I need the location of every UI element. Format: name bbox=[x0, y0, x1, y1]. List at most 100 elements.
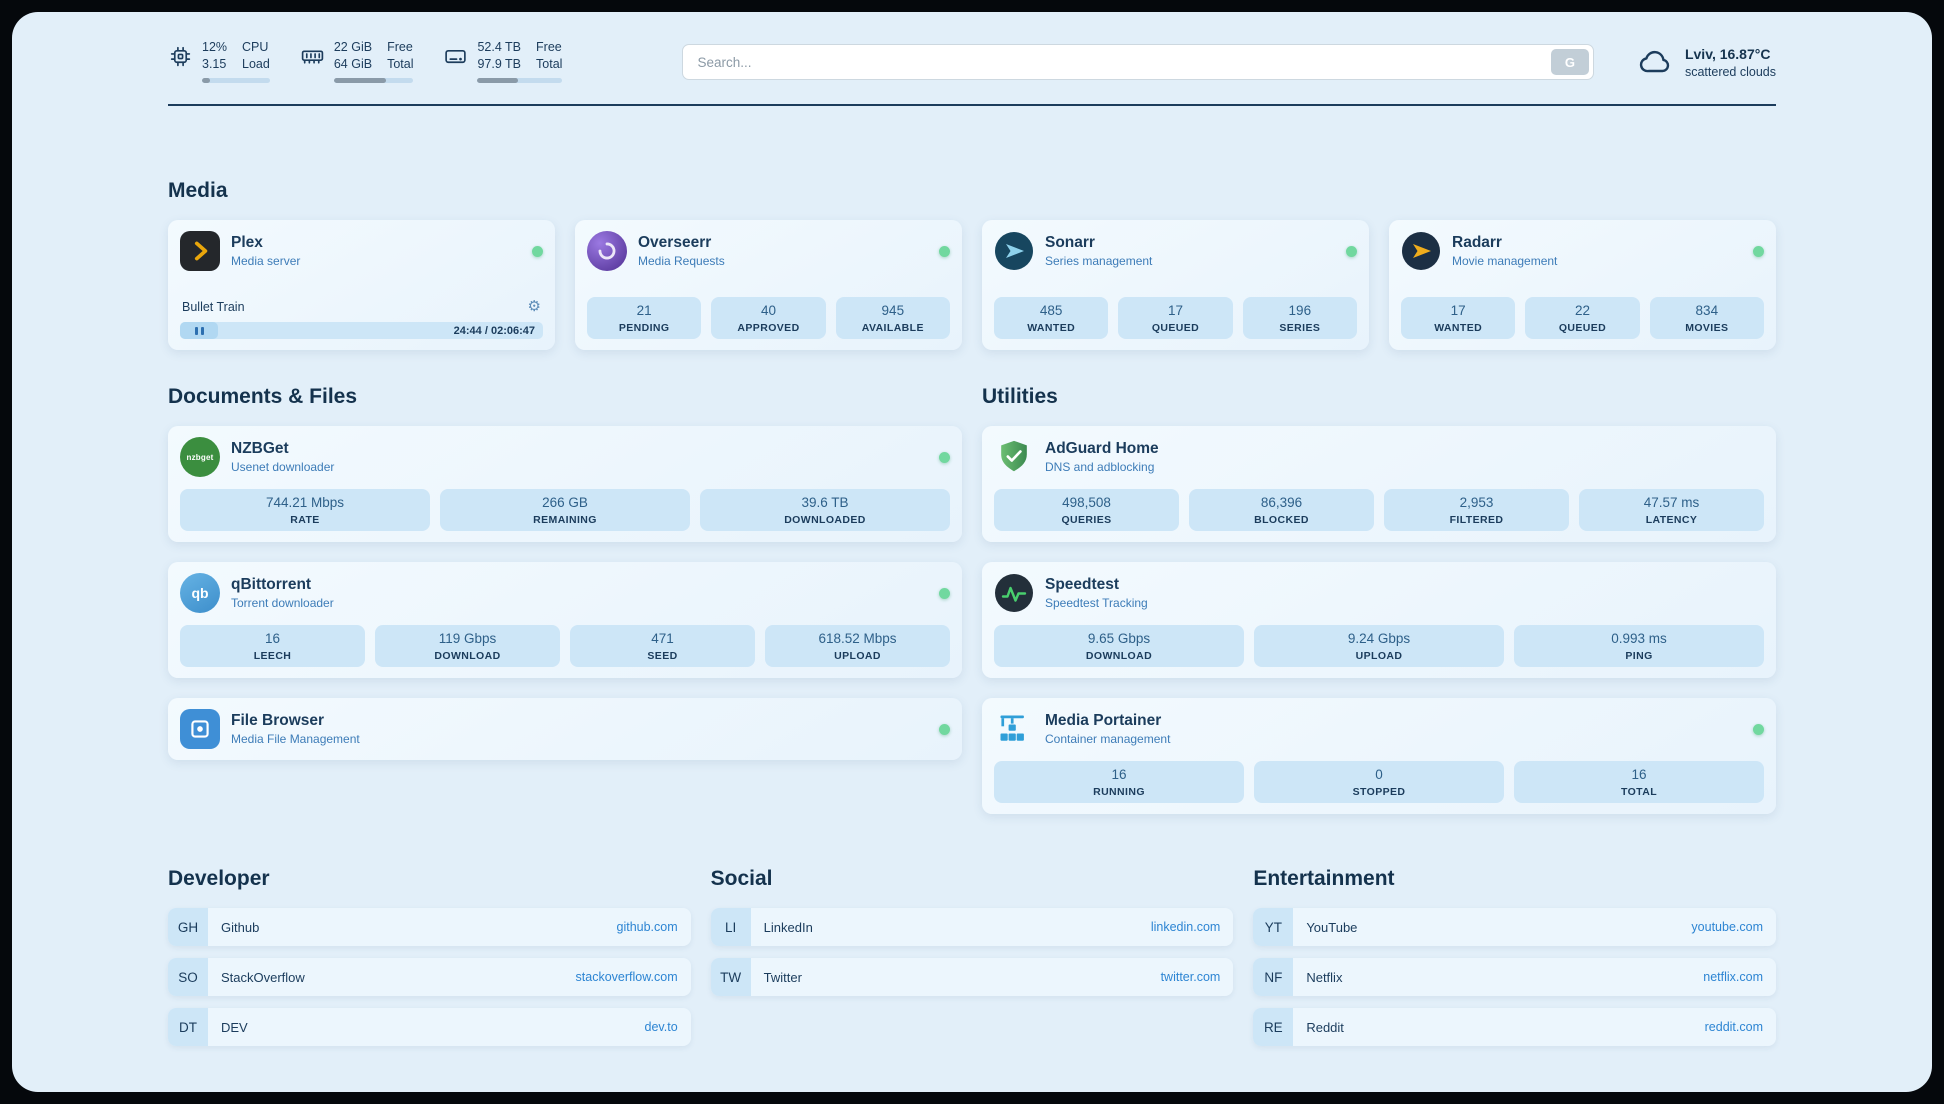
bookmark-github[interactable]: GH Github github.com bbox=[168, 908, 691, 946]
stat-download: 9.65 Gbps DOWNLOAD bbox=[994, 625, 1244, 667]
qbittorrent-card[interactable]: qb qBittorrent Torrent downloader 16 LEE… bbox=[168, 562, 962, 678]
status-online-dot bbox=[939, 723, 950, 735]
search-bar: G bbox=[682, 44, 1594, 80]
stat-value: 86,396 bbox=[1260, 495, 1303, 510]
bookmark-name: Github bbox=[221, 919, 260, 935]
stat-label: MOVIES bbox=[1685, 322, 1729, 334]
stat-value: 17 bbox=[1450, 303, 1466, 318]
bookmark-linkedin[interactable]: LI LinkedIn linkedin.com bbox=[710, 908, 1234, 946]
media-section-title: Media bbox=[168, 179, 228, 202]
nzbget-icon: nzbget bbox=[180, 437, 220, 477]
weather-location: Lviv, 16.87°C bbox=[1684, 45, 1771, 62]
stat-wanted: 17 WANTED bbox=[1401, 297, 1516, 339]
sonarr-card[interactable]: Sonarr Series management 485 WANTED 17 Q… bbox=[982, 220, 1369, 350]
bookmark-url[interactable]: twitter.com bbox=[1160, 970, 1221, 984]
disk-total: 97.9 TB bbox=[477, 57, 522, 71]
stat-leech: 16 LEECH bbox=[180, 625, 365, 667]
app-name: Media Portainer bbox=[1045, 711, 1162, 729]
stat-label: QUEUED bbox=[1151, 322, 1200, 334]
nzbget-card[interactable]: nzbget NZBGet Usenet downloader 744.21 M… bbox=[168, 426, 962, 542]
speedtest-card[interactable]: Speedtest Speedtest Tracking 9.65 Gbps D… bbox=[982, 562, 1776, 678]
google-search-button[interactable]: G bbox=[1550, 49, 1589, 75]
plex-card[interactable]: Plex Media server Bullet Train ⚙ 24:44 /… bbox=[168, 220, 555, 350]
bookmark-url[interactable]: reddit.com bbox=[1704, 1020, 1763, 1034]
stat-stopped: 0 STOPPED bbox=[1254, 761, 1504, 803]
bookmark-url[interactable]: github.com bbox=[616, 920, 678, 934]
stat-value: 47.57 ms bbox=[1643, 495, 1700, 510]
bookmark-url[interactable]: netflix.com bbox=[1703, 970, 1763, 984]
search-input[interactable] bbox=[682, 44, 1594, 80]
adguard-card[interactable]: AdGuard Home DNS and adblocking 498,508 … bbox=[982, 426, 1776, 542]
status-online-dot bbox=[1346, 245, 1357, 257]
stat-latency: 47.57 ms LATENCY bbox=[1579, 489, 1764, 531]
bookmark-twitter[interactable]: TW Twitter twitter.com bbox=[710, 958, 1234, 996]
status-online-dot bbox=[1753, 245, 1764, 257]
stat-value: 618.52 Mbps bbox=[818, 631, 897, 646]
developer-section: Developer GH Github github.com SO StackO… bbox=[168, 866, 691, 1046]
stat-pending: 21 PENDING bbox=[587, 297, 702, 339]
cpu-label: CPU bbox=[242, 40, 269, 55]
bookmark-url[interactable]: dev.to bbox=[644, 1020, 678, 1034]
bookmark-netflix[interactable]: NF Netflix netflix.com bbox=[1253, 958, 1776, 996]
ram-free: 22 GiB bbox=[333, 40, 373, 55]
stat-value: 16 bbox=[1631, 767, 1647, 782]
cloud-icon bbox=[1638, 44, 1674, 80]
bookmark-stackoverflow[interactable]: SO StackOverflow stackoverflow.com bbox=[168, 958, 691, 996]
filebrowser-icon bbox=[180, 709, 220, 749]
stat-value: 16 bbox=[1111, 767, 1127, 782]
bookmark-dev[interactable]: DT DEV dev.to bbox=[168, 1008, 691, 1046]
bookmark-url[interactable]: youtube.com bbox=[1691, 920, 1763, 934]
app-name: Sonarr bbox=[1045, 233, 1095, 251]
app-name: File Browser bbox=[231, 711, 325, 729]
app-name: AdGuard Home bbox=[1045, 439, 1159, 457]
radarr-card[interactable]: Radarr Movie management 17 WANTED 22 QUE… bbox=[1389, 220, 1776, 350]
system-metrics: 12% 3.15 CPU Load bbox=[168, 40, 563, 83]
app-name: qBittorrent bbox=[231, 575, 312, 593]
stat-label: WANTED bbox=[1434, 322, 1483, 334]
stat-value: 119 Gbps bbox=[438, 631, 497, 646]
sonarr-icon bbox=[994, 231, 1034, 271]
playback-progress-bar[interactable]: 24:44 / 02:06:47 bbox=[180, 322, 543, 339]
gear-icon[interactable]: ⚙ bbox=[527, 298, 541, 315]
disk-free: 52.4 TB bbox=[477, 40, 522, 55]
stat-value: 0 bbox=[1375, 767, 1383, 782]
stat-label: DOWNLOADED bbox=[784, 514, 866, 526]
qbittorrent-icon: qb bbox=[180, 573, 220, 613]
stat-ping: 0.993 ms PING bbox=[1514, 625, 1764, 667]
bookmark-name: Twitter bbox=[763, 969, 802, 985]
bookmark-abbr: NF bbox=[1253, 958, 1294, 996]
entertainment-section: Entertainment YT YouTube youtube.com NF … bbox=[1253, 866, 1776, 1046]
status-online-dot bbox=[939, 245, 950, 257]
playback-time: 24:44 / 02:06:47 bbox=[453, 324, 535, 337]
disk-metric: 52.4 TB 97.9 TB Free Total bbox=[443, 40, 563, 83]
filebrowser-card[interactable]: File Browser Media File Management bbox=[168, 698, 962, 760]
app-subtitle: Container management bbox=[1045, 732, 1171, 747]
bookmark-abbr: DT bbox=[168, 1008, 208, 1046]
app-subtitle: Media server bbox=[231, 254, 301, 269]
stat-blocked: 86,396 BLOCKED bbox=[1189, 489, 1374, 531]
stat-value: 39.6 TB bbox=[801, 495, 849, 510]
overseerr-card[interactable]: Overseerr Media Requests 21 PENDING 40 A… bbox=[575, 220, 962, 350]
weather-condition: scattered clouds bbox=[1684, 64, 1776, 79]
bookmark-reddit[interactable]: RE Reddit reddit.com bbox=[1253, 1008, 1776, 1046]
bookmark-name: Netflix bbox=[1306, 969, 1343, 985]
bookmark-youtube[interactable]: YT YouTube youtube.com bbox=[1253, 908, 1776, 946]
app-subtitle: Speedtest Tracking bbox=[1045, 596, 1148, 611]
portainer-icon bbox=[994, 709, 1034, 749]
status-online-dot bbox=[939, 451, 950, 463]
pause-icon[interactable] bbox=[180, 322, 218, 339]
entertainment-section-title: Entertainment bbox=[1253, 867, 1395, 890]
bookmark-abbr: GH bbox=[168, 908, 208, 946]
portainer-card[interactable]: Media Portainer Container management 16 … bbox=[982, 698, 1776, 814]
stat-label: RATE bbox=[290, 514, 320, 526]
bookmark-name: YouTube bbox=[1306, 919, 1358, 935]
app-name: Plex bbox=[231, 233, 263, 251]
top-bar: 12% 3.15 CPU Load bbox=[168, 34, 1776, 90]
app-name: Radarr bbox=[1452, 233, 1502, 251]
stat-value: 471 bbox=[651, 631, 674, 646]
stat-download: 119 Gbps DOWNLOAD bbox=[375, 625, 560, 667]
utilities-section: Utilities bbox=[982, 384, 1776, 814]
qbittorrent-logo-text: qb bbox=[191, 585, 209, 601]
bookmark-url[interactable]: linkedin.com bbox=[1150, 920, 1221, 934]
bookmark-url[interactable]: stackoverflow.com bbox=[575, 970, 678, 984]
